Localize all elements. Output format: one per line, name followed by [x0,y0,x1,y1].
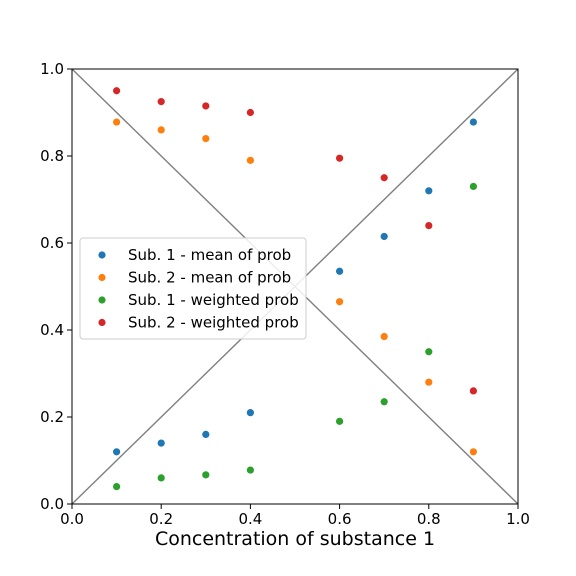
legend-marker [98,296,106,304]
point-series-2 [469,448,477,456]
legend-entry: Sub. 2 - mean of prob [128,269,291,287]
point-series-4 [425,222,433,230]
legend-box [79,237,307,340]
x-tick-label: 0.2 [149,510,173,528]
x-tick-label: 1.0 [506,510,530,528]
data-points [113,87,477,491]
point-series-3 [336,417,344,425]
legend-entry: Sub. 1 - mean of prob [128,246,291,264]
point-series-4 [157,98,165,106]
point-series-3 [113,483,121,491]
point-series-1 [336,267,344,275]
point-series-4 [113,87,121,95]
point-series-3 [246,466,254,474]
point-series-3 [425,348,433,356]
y-tick-label: 0.4 [40,321,64,339]
point-series-2 [202,135,210,143]
point-series-4 [336,154,344,162]
y-tick-label: 0.8 [40,147,64,165]
point-series-1 [380,232,388,241]
point-series-3 [469,182,477,191]
point-series-3 [202,471,210,479]
plot-frame [71,68,519,505]
y-tick-label: 1.0 [40,60,64,78]
point-series-1 [202,430,210,438]
x-tick-label: 0.4 [238,510,262,528]
legend-marker [98,318,106,327]
point-series-4 [469,387,477,395]
legend-entry: Sub. 1 - weighted prob [128,291,299,309]
point-series-2 [246,156,254,164]
legend: Sub. 1 - mean of prob Sub. 2 - mean of pr… [79,237,307,340]
x-tick-label: 0.6 [328,510,352,528]
point-series-1 [469,118,477,126]
point-series-3 [157,474,165,482]
legend-marker [98,251,106,259]
point-series-1 [246,409,254,417]
point-series-4 [246,108,254,117]
y-tick-label: 0.0 [40,495,64,513]
y-axis-ticks: 0.0 0.2 0.4 0.6 0.8 1.0 [40,60,72,513]
legend-entry: Sub. 2 - weighted prob [128,314,299,332]
x-tick-label: 0.8 [417,510,441,528]
x-tick-label: 0.0 [60,510,84,528]
y-tick-label: 0.2 [40,408,64,426]
legend-marker [98,273,106,282]
y-tick-label: 0.6 [40,234,64,252]
point-series-1 [113,448,121,456]
point-series-2 [113,118,121,126]
point-series-2 [425,378,433,386]
point-series-3 [380,398,388,406]
point-series-2 [380,332,388,341]
x-axis-label: Concentration of substance 1 [155,528,435,550]
point-series-2 [336,298,344,306]
point-series-1 [425,187,433,195]
x-axis-ticks: 0.0 0.2 0.4 0.6 0.8 1.0 [60,504,530,528]
point-series-4 [380,174,388,182]
point-series-1 [157,439,165,447]
point-series-4 [202,102,210,110]
point-series-2 [157,126,165,134]
